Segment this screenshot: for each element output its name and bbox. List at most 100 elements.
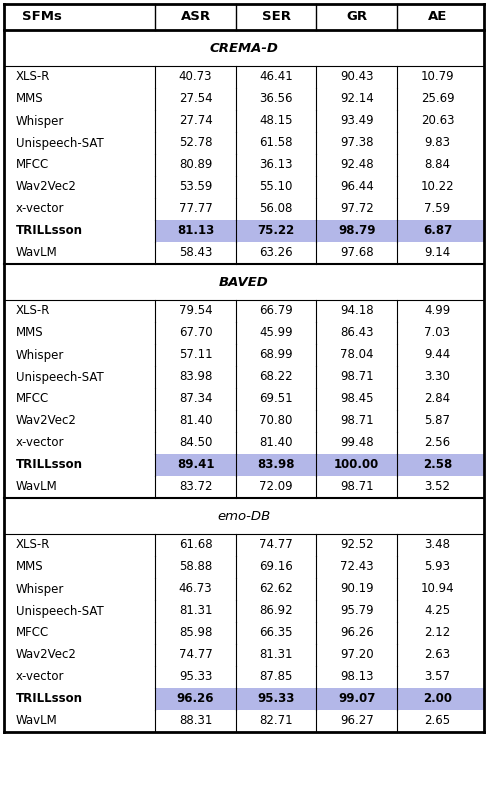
Text: 2.65: 2.65 — [425, 714, 450, 728]
Text: Wav2Vec2: Wav2Vec2 — [16, 649, 77, 662]
Text: 2.58: 2.58 — [423, 459, 452, 472]
Text: 96.27: 96.27 — [340, 714, 374, 728]
Text: 77.77: 77.77 — [179, 203, 212, 215]
Bar — [155, 220, 484, 242]
Text: 56.08: 56.08 — [260, 203, 293, 215]
Text: 66.79: 66.79 — [259, 305, 293, 318]
Text: 52.78: 52.78 — [179, 136, 212, 149]
Text: 89.41: 89.41 — [177, 459, 214, 472]
Text: 69.16: 69.16 — [259, 560, 293, 574]
Text: MFCC: MFCC — [16, 393, 49, 405]
Text: 68.22: 68.22 — [259, 370, 293, 384]
Text: 3.52: 3.52 — [425, 480, 450, 493]
Text: MFCC: MFCC — [16, 626, 49, 639]
Text: SFMs: SFMs — [22, 10, 62, 23]
Text: 100.00: 100.00 — [334, 459, 380, 472]
Text: 40.73: 40.73 — [179, 70, 212, 84]
Text: 4.25: 4.25 — [425, 605, 450, 618]
Text: 61.58: 61.58 — [260, 136, 293, 149]
Text: TRILLsson: TRILLsson — [16, 224, 83, 238]
Text: 85.98: 85.98 — [179, 626, 212, 639]
Bar — [155, 688, 484, 710]
Text: 82.71: 82.71 — [259, 714, 293, 728]
Text: 7.03: 7.03 — [425, 326, 450, 339]
Text: XLS-R: XLS-R — [16, 539, 50, 551]
Text: 78.04: 78.04 — [340, 349, 373, 361]
Text: x-vector: x-vector — [16, 670, 64, 684]
Text: 45.99: 45.99 — [259, 326, 293, 339]
Text: 90.19: 90.19 — [340, 583, 374, 595]
Text: WavLM: WavLM — [16, 247, 58, 259]
Text: 67.70: 67.70 — [179, 326, 212, 339]
Text: 66.35: 66.35 — [260, 626, 293, 639]
Text: 27.74: 27.74 — [179, 114, 212, 128]
Text: 81.40: 81.40 — [260, 437, 293, 449]
Text: 72.43: 72.43 — [340, 560, 374, 574]
Text: 2.84: 2.84 — [425, 393, 450, 405]
Text: 83.98: 83.98 — [257, 459, 295, 472]
Text: 5.93: 5.93 — [425, 560, 450, 574]
Text: 3.30: 3.30 — [425, 370, 450, 384]
Text: AE: AE — [428, 10, 447, 23]
Text: emo-DB: emo-DB — [217, 509, 271, 523]
Text: 81.13: 81.13 — [177, 224, 214, 238]
Text: 81.31: 81.31 — [179, 605, 212, 618]
Text: 98.13: 98.13 — [340, 670, 373, 684]
Text: 2.63: 2.63 — [425, 649, 450, 662]
Text: 10.94: 10.94 — [421, 583, 454, 595]
Text: WavLM: WavLM — [16, 714, 58, 728]
Text: 63.26: 63.26 — [259, 247, 293, 259]
Text: 95.33: 95.33 — [258, 693, 295, 705]
Text: 92.52: 92.52 — [340, 539, 374, 551]
Text: 96.26: 96.26 — [177, 693, 214, 705]
Text: MMS: MMS — [16, 93, 44, 105]
Bar — [155, 454, 484, 476]
Text: 2.12: 2.12 — [424, 626, 450, 639]
Text: 46.73: 46.73 — [179, 583, 212, 595]
Text: SER: SER — [262, 10, 291, 23]
Text: 55.10: 55.10 — [260, 180, 293, 193]
Text: 2.00: 2.00 — [423, 693, 452, 705]
Text: 87.85: 87.85 — [260, 670, 293, 684]
Text: 8.84: 8.84 — [425, 159, 450, 172]
Text: 57.11: 57.11 — [179, 349, 212, 361]
Text: 87.34: 87.34 — [179, 393, 212, 405]
Text: 84.50: 84.50 — [179, 437, 212, 449]
Text: 96.26: 96.26 — [340, 626, 374, 639]
Text: MFCC: MFCC — [16, 159, 49, 172]
Text: 6.87: 6.87 — [423, 224, 452, 238]
Text: XLS-R: XLS-R — [16, 305, 50, 318]
Text: 93.49: 93.49 — [340, 114, 374, 128]
Text: 97.38: 97.38 — [340, 136, 373, 149]
Text: GR: GR — [346, 10, 367, 23]
Text: 97.72: 97.72 — [340, 203, 374, 215]
Text: 98.71: 98.71 — [340, 414, 374, 428]
Text: 98.71: 98.71 — [340, 370, 374, 384]
Text: 9.44: 9.44 — [424, 349, 450, 361]
Text: Unispeech-SAT: Unispeech-SAT — [16, 605, 104, 618]
Text: MMS: MMS — [16, 326, 44, 339]
Text: 36.13: 36.13 — [260, 159, 293, 172]
Text: BAVED: BAVED — [219, 275, 269, 289]
Text: 74.77: 74.77 — [179, 649, 212, 662]
Text: Wav2Vec2: Wav2Vec2 — [16, 414, 77, 428]
Text: 95.33: 95.33 — [179, 670, 212, 684]
Text: 98.71: 98.71 — [340, 480, 374, 493]
Text: 98.45: 98.45 — [340, 393, 373, 405]
Text: 25.69: 25.69 — [421, 93, 454, 105]
Text: 97.20: 97.20 — [340, 649, 374, 662]
Text: 95.79: 95.79 — [340, 605, 374, 618]
Text: 83.98: 83.98 — [179, 370, 212, 384]
Text: 69.51: 69.51 — [259, 393, 293, 405]
Text: 5.87: 5.87 — [425, 414, 450, 428]
Text: 99.07: 99.07 — [338, 693, 375, 705]
Text: 72.09: 72.09 — [259, 480, 293, 493]
Text: 90.43: 90.43 — [340, 70, 373, 84]
Text: Whisper: Whisper — [16, 349, 64, 361]
Text: 99.48: 99.48 — [340, 437, 374, 449]
Text: 4.99: 4.99 — [424, 305, 450, 318]
Text: 48.15: 48.15 — [260, 114, 293, 128]
Text: 9.83: 9.83 — [425, 136, 450, 149]
Text: XLS-R: XLS-R — [16, 70, 50, 84]
Text: 86.92: 86.92 — [259, 605, 293, 618]
